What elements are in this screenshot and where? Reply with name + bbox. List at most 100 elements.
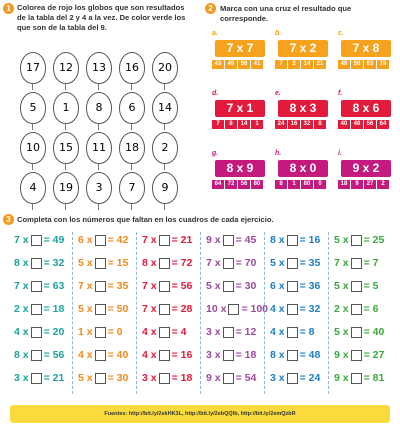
result: = 30 [107, 372, 129, 384]
exercise: 2 x = 6 [334, 303, 379, 315]
option: 32 [301, 120, 313, 129]
answer-box[interactable] [158, 349, 170, 361]
answer-box[interactable] [286, 326, 298, 338]
answer-box[interactable] [94, 234, 106, 246]
exercise: 10 x = 100 [206, 303, 268, 315]
balloon-string [131, 83, 132, 90]
factor: 5 x [334, 234, 349, 246]
option: 27 [364, 180, 376, 189]
answer-box[interactable] [94, 257, 106, 269]
expression: 7 x 8 [341, 40, 391, 57]
exercise: 3 x = 21 [14, 372, 64, 384]
option: 63 [364, 60, 376, 69]
factor: 7 x [206, 257, 221, 269]
result: = 16 [171, 349, 193, 361]
answer-box[interactable] [350, 234, 362, 246]
option: 21 [314, 60, 326, 69]
balloon: 18 [119, 132, 145, 164]
answer-box[interactable] [30, 280, 42, 292]
answer-box[interactable] [158, 303, 170, 315]
answer-box[interactable] [30, 372, 42, 384]
factor: 7 x [78, 280, 93, 292]
exercise: 3 x = 24 [270, 372, 320, 384]
answer-box[interactable] [158, 372, 170, 384]
answer-box[interactable] [286, 257, 298, 269]
answer-box[interactable] [30, 326, 42, 338]
answer-box[interactable] [222, 326, 234, 338]
option: 40 [338, 120, 350, 129]
answer-box[interactable] [350, 349, 362, 361]
separator [264, 232, 265, 394]
exercise: 7 x = 7 [334, 257, 379, 269]
factor: 3 x [142, 372, 157, 384]
factor: 4 x [142, 349, 157, 361]
balloon-string [164, 203, 165, 210]
factor: 10 x [206, 303, 227, 315]
section-number: 2 [205, 3, 216, 14]
balloon-string [32, 203, 33, 210]
answer-box[interactable] [30, 349, 42, 361]
result: = 18 [235, 349, 257, 361]
factor: 9 x [334, 372, 349, 384]
answer-box[interactable] [94, 280, 106, 292]
factor: 4 x [142, 326, 157, 338]
balloon-string [98, 123, 99, 130]
answer-box[interactable] [228, 303, 240, 315]
balloon: 10 [20, 132, 46, 164]
answer-box[interactable] [350, 372, 362, 384]
exercise: 4 x = 4 [142, 326, 187, 338]
section-number: 3 [3, 214, 14, 225]
balloon-string [32, 83, 33, 90]
answer-box[interactable] [350, 280, 362, 292]
answer-box[interactable] [158, 326, 170, 338]
footer: Fuentes: http://bit.ly/2ekHK3L, http://b… [10, 405, 390, 423]
balloon: 17 [20, 52, 46, 84]
balloon-string [98, 203, 99, 210]
answer-box[interactable] [94, 303, 106, 315]
balloon: 1 [53, 92, 79, 124]
exercise: 8 x = 48 [270, 349, 320, 361]
option: 8 [275, 180, 287, 189]
result: = 36 [299, 280, 321, 292]
answer-box[interactable] [158, 280, 170, 292]
answer-box[interactable] [222, 234, 234, 246]
result: = 54 [235, 372, 257, 384]
answer-box[interactable] [30, 303, 42, 315]
factor: 7 x [142, 280, 157, 292]
option: 48 [351, 120, 363, 129]
answer-box[interactable] [350, 303, 362, 315]
answer-box[interactable] [286, 372, 298, 384]
exercise: 6 x = 36 [270, 280, 320, 292]
result: = 32 [299, 303, 321, 315]
result: = 50 [107, 303, 129, 315]
answer-box[interactable] [222, 257, 234, 269]
answer-box[interactable] [350, 257, 362, 269]
option: 56 [351, 60, 363, 69]
factor: 5 x [334, 280, 349, 292]
factor: 4 x [270, 326, 285, 338]
answer-box[interactable] [286, 234, 298, 246]
answer-box[interactable] [94, 372, 106, 384]
answer-box[interactable] [222, 280, 234, 292]
answer-box[interactable] [286, 280, 298, 292]
answer-box[interactable] [286, 349, 298, 361]
exercise: 8 x = 16 [270, 234, 320, 246]
result: = 35 [107, 280, 129, 292]
result: = 5 [363, 280, 379, 292]
answer-box[interactable] [94, 349, 106, 361]
answer-box[interactable] [30, 234, 42, 246]
expression: 8 x 9 [215, 160, 265, 177]
option: 14 [301, 60, 313, 69]
answer-box[interactable] [222, 349, 234, 361]
answer-box[interactable] [158, 257, 170, 269]
result: = 30 [235, 280, 257, 292]
balloon: 8 [86, 92, 112, 124]
answer-box[interactable] [350, 326, 362, 338]
answer-box[interactable] [158, 234, 170, 246]
item-letter: h. [275, 150, 282, 157]
answer-box[interactable] [94, 326, 106, 338]
balloon-string [65, 83, 66, 90]
answer-box[interactable] [30, 257, 42, 269]
answer-box[interactable] [222, 372, 234, 384]
answer-box[interactable] [286, 303, 298, 315]
